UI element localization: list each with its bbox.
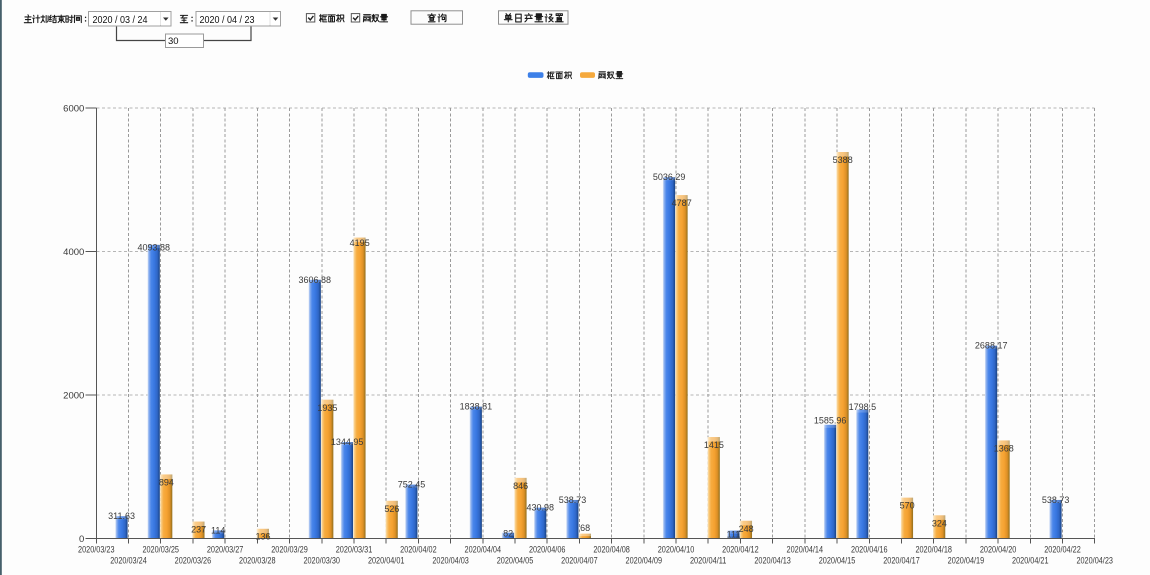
svg-text:3606.88: 3606.88 [299,275,332,285]
svg-text:4093.88: 4093.88 [138,243,171,253]
svg-text:430.98: 430.98 [527,503,555,513]
svg-text:2020/04/21: 2020/04/21 [1012,556,1049,566]
svg-text:2020 / 04 / 23: 2020 / 04 / 23 [200,15,255,26]
svg-text:2020/04/10: 2020/04/10 [658,545,695,555]
svg-text:1585.96: 1585.96 [814,416,847,426]
svg-text:2020/03/26: 2020/03/26 [175,556,212,566]
svg-text:1368: 1368 [994,443,1014,453]
svg-text:2020/04/17: 2020/04/17 [883,556,920,566]
svg-text:2020/04/19: 2020/04/19 [948,556,985,566]
svg-text:2020/04/07: 2020/04/07 [561,556,598,566]
svg-text:526: 526 [384,504,399,514]
svg-text:2688.17: 2688.17 [975,341,1008,351]
svg-text:2020/04/09: 2020/04/09 [626,556,663,566]
svg-text:894: 894 [159,478,174,488]
svg-text:1344.95: 1344.95 [331,437,364,447]
svg-text:2020/04/20: 2020/04/20 [980,545,1017,555]
svg-text:136: 136 [255,531,270,541]
svg-text:2020 / 03 / 24: 2020 / 03 / 24 [93,15,148,26]
svg-text:6000: 6000 [63,103,84,114]
svg-text:237: 237 [191,525,206,535]
svg-text:2020/04/02: 2020/04/02 [400,545,437,555]
svg-text:248: 248 [739,524,754,534]
svg-text:2020/03/31: 2020/03/31 [336,545,373,555]
svg-text:4195: 4195 [350,238,370,248]
svg-text:2020/03/27: 2020/03/27 [207,545,244,555]
svg-text:1415: 1415 [704,440,724,450]
svg-text:2020/04/15: 2020/04/15 [819,556,856,566]
svg-text:324: 324 [932,518,947,528]
svg-text:2020/04/16: 2020/04/16 [851,545,888,555]
svg-text:538.73: 538.73 [559,495,587,505]
svg-text:2020/04/11: 2020/04/11 [690,556,727,566]
svg-text:5388: 5388 [833,155,853,165]
svg-text:846: 846 [513,481,528,491]
svg-text:311.63: 311.63 [108,511,135,521]
svg-text:538.73: 538.73 [1042,495,1070,505]
svg-text:570: 570 [900,501,915,511]
svg-text:5036.29: 5036.29 [653,172,686,182]
svg-text:2020/04/13: 2020/04/13 [754,556,791,566]
svg-text:114: 114 [211,525,225,535]
svg-text:1798.5: 1798.5 [849,402,877,412]
svg-text:752.45: 752.45 [398,480,426,490]
svg-text:4000: 4000 [63,247,84,258]
svg-text:2000: 2000 [63,390,84,401]
svg-text:2020/04/08: 2020/04/08 [593,545,630,555]
svg-text:2020/04/03: 2020/04/03 [432,556,469,566]
svg-text:1838.81: 1838.81 [460,402,493,412]
svg-text:2020/04/12: 2020/04/12 [722,545,759,555]
svg-text:2020/03/30: 2020/03/30 [303,556,340,566]
svg-text:2020/04/06: 2020/04/06 [529,545,566,555]
svg-text:2020/03/29: 2020/03/29 [271,545,308,555]
svg-text:2020/03/24: 2020/03/24 [110,556,147,566]
svg-text:2020/04/22: 2020/04/22 [1044,545,1081,555]
svg-text:30: 30 [168,36,179,47]
svg-text:2020/04/23: 2020/04/23 [1076,556,1113,566]
svg-text:2020/04/01: 2020/04/01 [368,556,405,566]
svg-text:2020/04/18: 2020/04/18 [915,545,952,555]
svg-text:0: 0 [79,534,84,545]
svg-text:1935: 1935 [317,403,337,413]
svg-text:4787: 4787 [672,198,692,208]
svg-text:2020/04/04: 2020/04/04 [465,545,502,555]
svg-text:2020/03/25: 2020/03/25 [142,545,179,555]
svg-text:2020/03/28: 2020/03/28 [239,556,276,566]
svg-text:82: 82 [503,529,513,539]
svg-text:111: 111 [727,529,741,539]
svg-text:68: 68 [580,523,590,533]
svg-text:2020/04/05: 2020/04/05 [497,556,534,566]
svg-text:2020/04/14: 2020/04/14 [787,545,824,555]
svg-text:2020/03/23: 2020/03/23 [78,545,115,555]
